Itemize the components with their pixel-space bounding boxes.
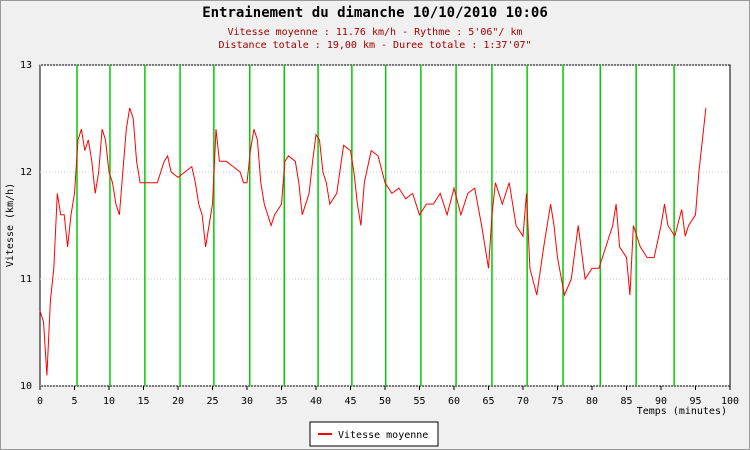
x-tick-label: 10 [103, 396, 115, 407]
x-tick-label: 85 [620, 396, 632, 407]
y-axis-label: Vitesse (km/h) [5, 183, 16, 267]
x-tick-label: 0 [37, 396, 43, 407]
y-tick-label: 10 [20, 381, 32, 392]
x-tick-label: 40 [310, 396, 322, 407]
chart-title: Entrainement du dimanche 10/10/2010 10:0… [202, 5, 548, 21]
x-tick-label: 15 [137, 396, 149, 407]
x-tick-label: 25 [206, 396, 218, 407]
x-tick-label: 30 [241, 396, 253, 407]
x-tick-label: 70 [517, 396, 529, 407]
subtitle: Distance totale : 19,00 km - Duree total… [218, 40, 531, 51]
y-tick-label: 11 [20, 274, 32, 285]
x-tick-label: 60 [448, 396, 460, 407]
x-tick-label: 95 [689, 396, 701, 407]
line [39, 107, 707, 376]
x-tick-label: 80 [586, 396, 598, 407]
x-tick-label: 5 [71, 396, 77, 407]
x-axis-label: Temps (minutes) [637, 406, 727, 417]
x-tick-label: 45 [344, 396, 356, 407]
legend-label: Vitesse moyenne [338, 430, 428, 441]
y-tick-label: 13 [20, 60, 32, 71]
x-tick-label: 35 [275, 396, 287, 407]
x-tick-label: 65 [482, 396, 494, 407]
x-tick-label: 50 [379, 396, 391, 407]
x-tick-label: 75 [551, 396, 563, 407]
y-tick-label: 12 [20, 167, 32, 178]
x-tick-label: 100 [721, 396, 739, 407]
x-tick-label: 90 [655, 396, 667, 407]
x-tick-label: 55 [413, 396, 425, 407]
subtitle: Vitesse moyenne : 11.76 km/h - Rythme : … [227, 27, 522, 38]
x-tick-label: 20 [172, 396, 184, 407]
